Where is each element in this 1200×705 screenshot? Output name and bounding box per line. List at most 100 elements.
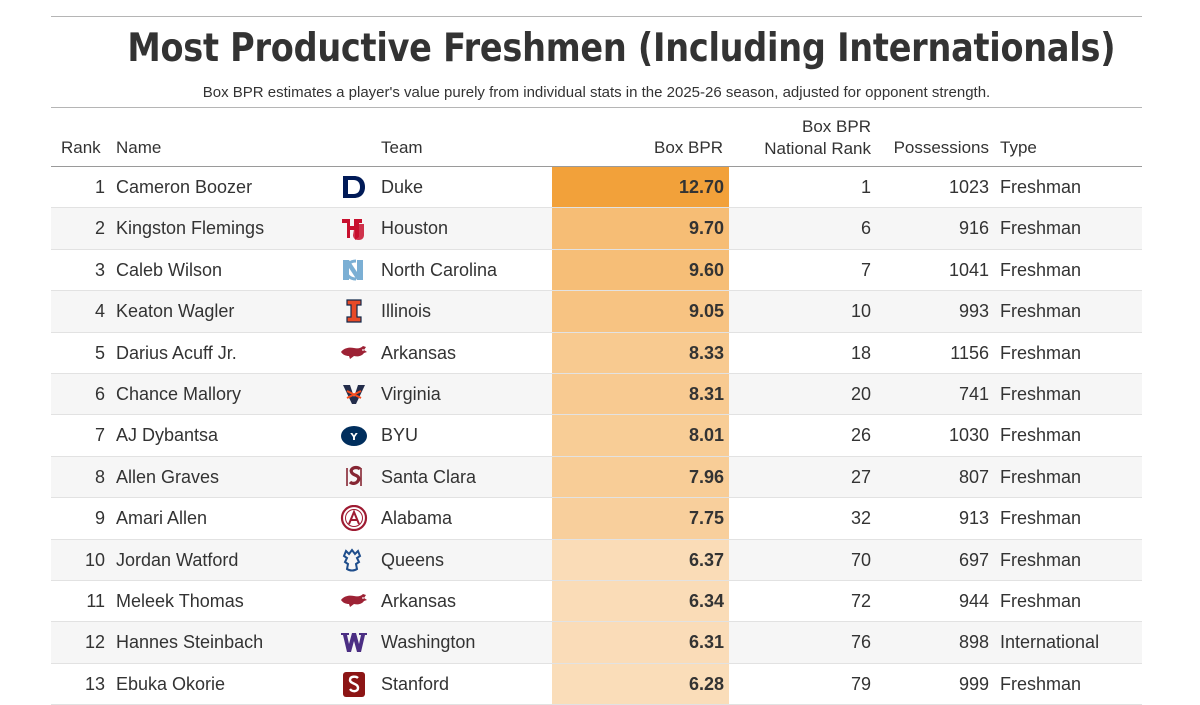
team-cell: Queens bbox=[381, 549, 445, 570]
box-bpr-value: 6.31 bbox=[688, 632, 724, 653]
possessions-cell: 944 bbox=[958, 590, 989, 611]
arkansas-logo-icon bbox=[339, 333, 369, 373]
type-cell: Freshman bbox=[1000, 301, 1082, 322]
header-rank[interactable]: Rank bbox=[61, 138, 101, 157]
team-cell: Arkansas bbox=[381, 342, 457, 363]
type-cell: Freshman bbox=[1000, 383, 1082, 404]
player-name-cell: Keaton Wagler bbox=[116, 301, 235, 322]
illinois-logo-icon bbox=[339, 291, 369, 331]
possessions-cell: 916 bbox=[958, 218, 989, 239]
national-rank-cell: 32 bbox=[850, 508, 871, 529]
national-rank-cell: 27 bbox=[850, 466, 871, 487]
possessions-cell: 1023 bbox=[948, 177, 989, 197]
rank-cell: 3 bbox=[94, 259, 105, 280]
header-name[interactable]: Name bbox=[116, 138, 162, 157]
box-bpr-value: 9.05 bbox=[688, 301, 724, 322]
header-possessions[interactable]: Possessions bbox=[893, 138, 989, 157]
rank-cell: 13 bbox=[84, 673, 105, 694]
queens-logo-icon bbox=[339, 540, 369, 580]
team-cell: Houston bbox=[381, 218, 449, 239]
rankings-table: Rank Name Team Box BPR Box BPR National … bbox=[51, 108, 1142, 705]
box-bpr-value: 7.75 bbox=[688, 508, 724, 529]
player-name-cell: Hannes Steinbach bbox=[116, 632, 264, 653]
page-title: Most Productive Freshmen (Including Inte… bbox=[127, 26, 1116, 71]
box-bpr-cell: 8.31 bbox=[552, 373, 729, 415]
box-bpr-cell: 12.70 bbox=[552, 167, 729, 208]
top-rule bbox=[51, 16, 1142, 17]
table-row[interactable]: 10 Jordan Watford Queens 6.37 70 697 Fre… bbox=[51, 539, 1142, 581]
table-row[interactable]: 5 Darius Acuff Jr. Arkansas 8.33 18 1156… bbox=[51, 332, 1142, 374]
rank-cell: 2 bbox=[94, 218, 105, 239]
national-rank-cell: 7 bbox=[860, 259, 871, 280]
north-carolina-logo-icon bbox=[339, 250, 369, 290]
stanford-logo-icon bbox=[339, 664, 369, 704]
national-rank-cell: 18 bbox=[850, 342, 871, 363]
table-row[interactable]: 8 Allen Graves Santa Clara 7.96 27 807 F… bbox=[51, 456, 1142, 499]
box-bpr-cell: 6.28 bbox=[552, 663, 729, 705]
page-subtitle: Box BPR estimates a player's value purel… bbox=[202, 84, 991, 101]
national-rank-cell: 79 bbox=[850, 673, 871, 694]
box-bpr-value: 8.01 bbox=[688, 425, 724, 446]
team-cell: Arkansas bbox=[381, 590, 457, 611]
rank-cell: 4 bbox=[94, 301, 105, 322]
table-row[interactable]: 11 Meleek Thomas Arkansas 6.34 72 944 Fr… bbox=[51, 580, 1142, 623]
team-cell: Santa Clara bbox=[381, 466, 477, 487]
houston-logo-icon bbox=[339, 208, 369, 248]
team-cell: Stanford bbox=[381, 673, 450, 694]
player-name-cell: Kingston Flemings bbox=[116, 218, 265, 239]
table-row[interactable]: 3 Caleb Wilson North Carolina 9.60 7 104… bbox=[51, 249, 1142, 292]
box-bpr-cell: 7.75 bbox=[552, 498, 729, 539]
player-name-cell: Darius Acuff Jr. bbox=[116, 342, 237, 363]
header-national-rank-line1: Box BPR bbox=[802, 117, 871, 136]
box-bpr-cell: 6.34 bbox=[552, 580, 729, 622]
type-cell: Freshman bbox=[1000, 673, 1082, 694]
type-cell: Freshman bbox=[1000, 590, 1082, 611]
table-row[interactable]: 1 Cameron Boozer Duke 12.70 1 1023 Fresh… bbox=[51, 167, 1142, 209]
type-cell: Freshman bbox=[1000, 425, 1082, 446]
header-type[interactable]: Type bbox=[1000, 138, 1037, 157]
rank-cell: 5 bbox=[94, 342, 105, 363]
national-rank-cell: 70 bbox=[850, 549, 871, 570]
header-team[interactable]: Team bbox=[381, 138, 423, 157]
table-row[interactable]: 6 Chance Mallory Virginia 8.31 20 741 Fr… bbox=[51, 373, 1142, 416]
box-bpr-cell: 9.70 bbox=[552, 208, 729, 249]
rank-cell: 7 bbox=[94, 425, 105, 446]
rank-cell: 1 bbox=[94, 177, 105, 197]
national-rank-cell: 1 bbox=[860, 177, 871, 197]
byu-logo-icon: Y bbox=[339, 415, 369, 455]
box-bpr-value: 7.96 bbox=[688, 466, 724, 487]
rank-cell: 6 bbox=[94, 383, 105, 404]
table-row[interactable]: 9 Amari Allen Alabama 7.75 32 913 Freshm… bbox=[51, 498, 1142, 540]
virginia-logo-icon bbox=[339, 374, 369, 414]
possessions-cell: 913 bbox=[958, 508, 989, 529]
table-row[interactable]: 2 Kingston Flemings Houston 9.70 6 916 F… bbox=[51, 208, 1142, 250]
type-cell: Freshman bbox=[1000, 177, 1082, 197]
player-name-cell: Caleb Wilson bbox=[116, 259, 223, 280]
national-rank-cell: 10 bbox=[850, 301, 871, 322]
box-bpr-value: 9.70 bbox=[688, 218, 724, 239]
possessions-cell: 1156 bbox=[950, 342, 989, 363]
header-national-rank[interactable]: Box BPR National Rank bbox=[731, 116, 871, 160]
box-bpr-value: 6.28 bbox=[688, 673, 724, 694]
national-rank-cell: 20 bbox=[850, 383, 871, 404]
possessions-cell: 999 bbox=[958, 673, 989, 694]
alabama-logo-icon bbox=[339, 498, 369, 538]
team-cell: Duke bbox=[381, 177, 424, 197]
national-rank-cell: 72 bbox=[850, 590, 871, 611]
table-row[interactable]: 13 Ebuka Okorie Stanford 6.28 79 999 Fre… bbox=[51, 663, 1142, 705]
player-name-cell: AJ Dybantsa bbox=[116, 425, 219, 446]
box-bpr-cell: 6.31 bbox=[552, 622, 729, 663]
table-row[interactable]: 12 Hannes Steinbach Washington 6.31 76 8… bbox=[51, 622, 1142, 664]
box-bpr-cell: 6.37 bbox=[552, 539, 729, 580]
table-header: Rank Name Team Box BPR Box BPR National … bbox=[51, 108, 1142, 167]
rank-cell: 9 bbox=[94, 508, 105, 529]
possessions-cell: 898 bbox=[958, 632, 989, 653]
team-cell: Washington bbox=[381, 632, 476, 653]
table-row[interactable]: 4 Keaton Wagler Illinois 9.05 10 993 Fre… bbox=[51, 291, 1142, 333]
table-body: 1 Cameron Boozer Duke 12.70 1 1023 Fresh… bbox=[51, 167, 1142, 705]
header-box-bpr[interactable]: Box BPR bbox=[654, 138, 723, 157]
possessions-cell: 807 bbox=[958, 466, 989, 487]
table-row[interactable]: 7 AJ Dybantsa Y BYU 8.01 26 1030 Freshma… bbox=[51, 415, 1142, 457]
national-rank-cell: 6 bbox=[860, 218, 871, 239]
type-cell: Freshman bbox=[1000, 549, 1082, 570]
